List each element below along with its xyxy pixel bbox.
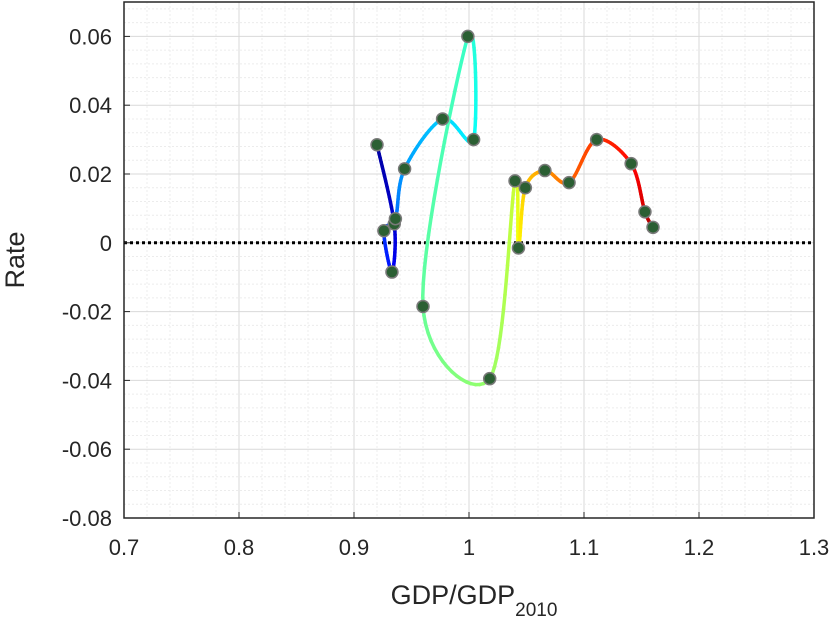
data-point (518, 181, 533, 195)
curve-segment (494, 346, 501, 361)
data-point (482, 371, 497, 386)
curve-segment (432, 177, 440, 201)
x-tick-label: 1 (463, 535, 475, 560)
curve-segment (424, 233, 431, 255)
data-point (435, 112, 450, 126)
data-point (562, 175, 576, 190)
data-point (638, 205, 652, 219)
data-point (397, 162, 412, 176)
data-point (624, 156, 638, 171)
x-tick-label: 0.7 (109, 535, 140, 560)
curve-segment (507, 222, 513, 239)
grid-lines (123, 2, 815, 519)
data-point (538, 163, 552, 178)
data-points (370, 29, 660, 386)
data-point (370, 138, 384, 152)
y-tick-label: 0.02 (69, 162, 112, 187)
y-tick-label: 0.04 (69, 93, 112, 118)
x-tick-label: 0.9 (339, 535, 370, 560)
curve-segment (508, 210, 514, 226)
y-tick-label: -0.02 (62, 300, 112, 325)
curve-segment (496, 334, 503, 350)
data-point (646, 220, 660, 235)
curve-segment (509, 199, 515, 214)
curve-segment (421, 266, 427, 285)
curve-segment (456, 60, 464, 77)
x-axis-ticks: 0.7 0.8 0.9 1 1.1 1.2 1.3 (109, 512, 830, 560)
x-axis-label-subscript: 2010 (515, 600, 557, 621)
curve-segment (421, 281, 426, 298)
data-point (461, 29, 475, 44)
data-point (511, 241, 526, 255)
y-tick-label: -0.08 (62, 506, 112, 531)
data-point (388, 211, 403, 226)
y-axis-label: Rate (0, 231, 30, 288)
curve-segment (449, 88, 457, 108)
curve-segment (439, 139, 447, 163)
y-axis-ticks: -0.08 -0.06 -0.04 -0.02 0 0.02 0.04 0.06 (62, 24, 130, 531)
data-point (385, 265, 399, 279)
x-tick-label: 0.8 (224, 535, 255, 560)
curve-segment (435, 158, 443, 182)
curve-segment (426, 215, 433, 238)
curve-segment (503, 278, 509, 297)
curve-segment (429, 196, 436, 220)
x-tick-label: 1.1 (569, 535, 600, 560)
data-point (466, 132, 481, 147)
curve-segment (500, 307, 506, 325)
data-point (416, 299, 430, 314)
y-tick-label: 0 (100, 231, 112, 256)
curve-segment (453, 73, 461, 92)
curve-segment (422, 250, 428, 271)
curve-segment (505, 249, 511, 268)
y-tick-label: -0.06 (62, 437, 112, 462)
curve-segment (506, 235, 512, 253)
x-axis-label-main: GDP/GDP (391, 580, 516, 610)
x-axis-label: GDP/GDP2010 (391, 580, 558, 621)
curve-segment (504, 263, 510, 282)
curve-segment (498, 321, 504, 338)
x-tick-label: 1.3 (799, 535, 830, 560)
data-point (589, 132, 604, 147)
curve-segment (442, 121, 450, 144)
y-tick-label: 0.06 (69, 24, 112, 49)
curve-segment (459, 49, 466, 64)
data-point (508, 174, 522, 188)
data-point (377, 224, 391, 238)
y-tick-label: -0.04 (62, 368, 112, 393)
curve-segment (501, 293, 507, 311)
x-tick-label: 1.2 (684, 535, 715, 560)
